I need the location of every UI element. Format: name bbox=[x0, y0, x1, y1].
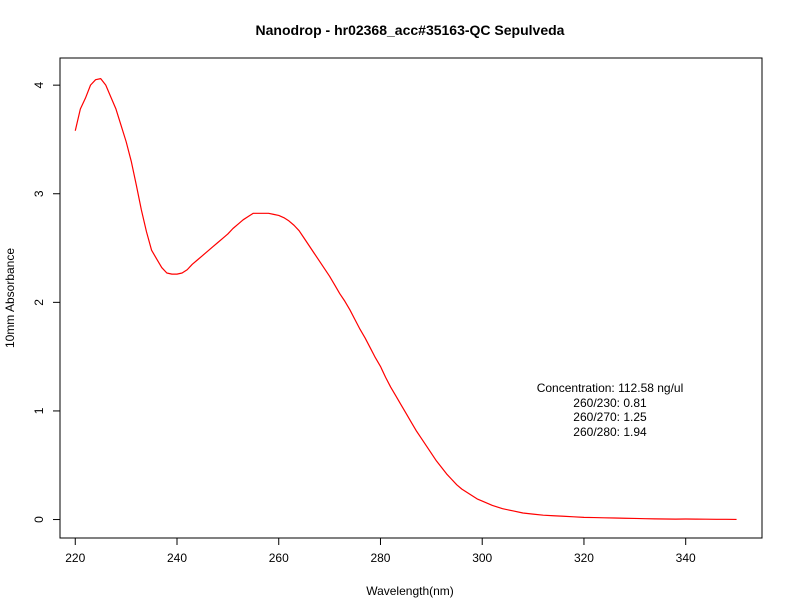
y-axis: 0 1 2 3 4 bbox=[32, 81, 60, 523]
annotation-ratio-260-280: 260/280: 1.94 bbox=[573, 425, 647, 439]
y-tick-label-0: 0 bbox=[32, 516, 46, 523]
x-axis-label: Wavelength(nm) bbox=[366, 584, 454, 598]
y-tick-label-1: 1 bbox=[32, 407, 46, 414]
plot-frame bbox=[59, 57, 763, 539]
x-tick-label-300: 300 bbox=[472, 551, 492, 565]
series-layer bbox=[74, 78, 737, 521]
x-tick-label-220: 220 bbox=[65, 551, 85, 565]
x-axis: 220 240 260 280 300 320 340 bbox=[65, 538, 696, 565]
annotation-ratio-260-230: 260/230: 0.81 bbox=[573, 396, 647, 410]
y-axis-label: 10mm Absorbance bbox=[3, 248, 17, 348]
y-tick-label-2: 2 bbox=[32, 299, 46, 306]
annotation-ratio-260-270: 260/270: 1.25 bbox=[573, 410, 647, 424]
x-tick-label-240: 240 bbox=[167, 551, 187, 565]
y-tick-label-4: 4 bbox=[32, 81, 46, 88]
chart-title: Nanodrop - hr02368_acc#35163-QC Sepulved… bbox=[256, 22, 565, 38]
absorbance-line-0 bbox=[74, 78, 737, 521]
annotation-concentration: Concentration: 112.58 ng/ul bbox=[537, 381, 684, 395]
annotation-block: Concentration: 112.58 ng/ul 260/230: 0.8… bbox=[537, 381, 684, 439]
x-tick-label-320: 320 bbox=[574, 551, 594, 565]
x-tick-label-280: 280 bbox=[370, 551, 390, 565]
y-tick-label-3: 3 bbox=[32, 190, 46, 197]
x-tick-label-340: 340 bbox=[676, 551, 696, 565]
x-tick-label-260: 260 bbox=[269, 551, 289, 565]
